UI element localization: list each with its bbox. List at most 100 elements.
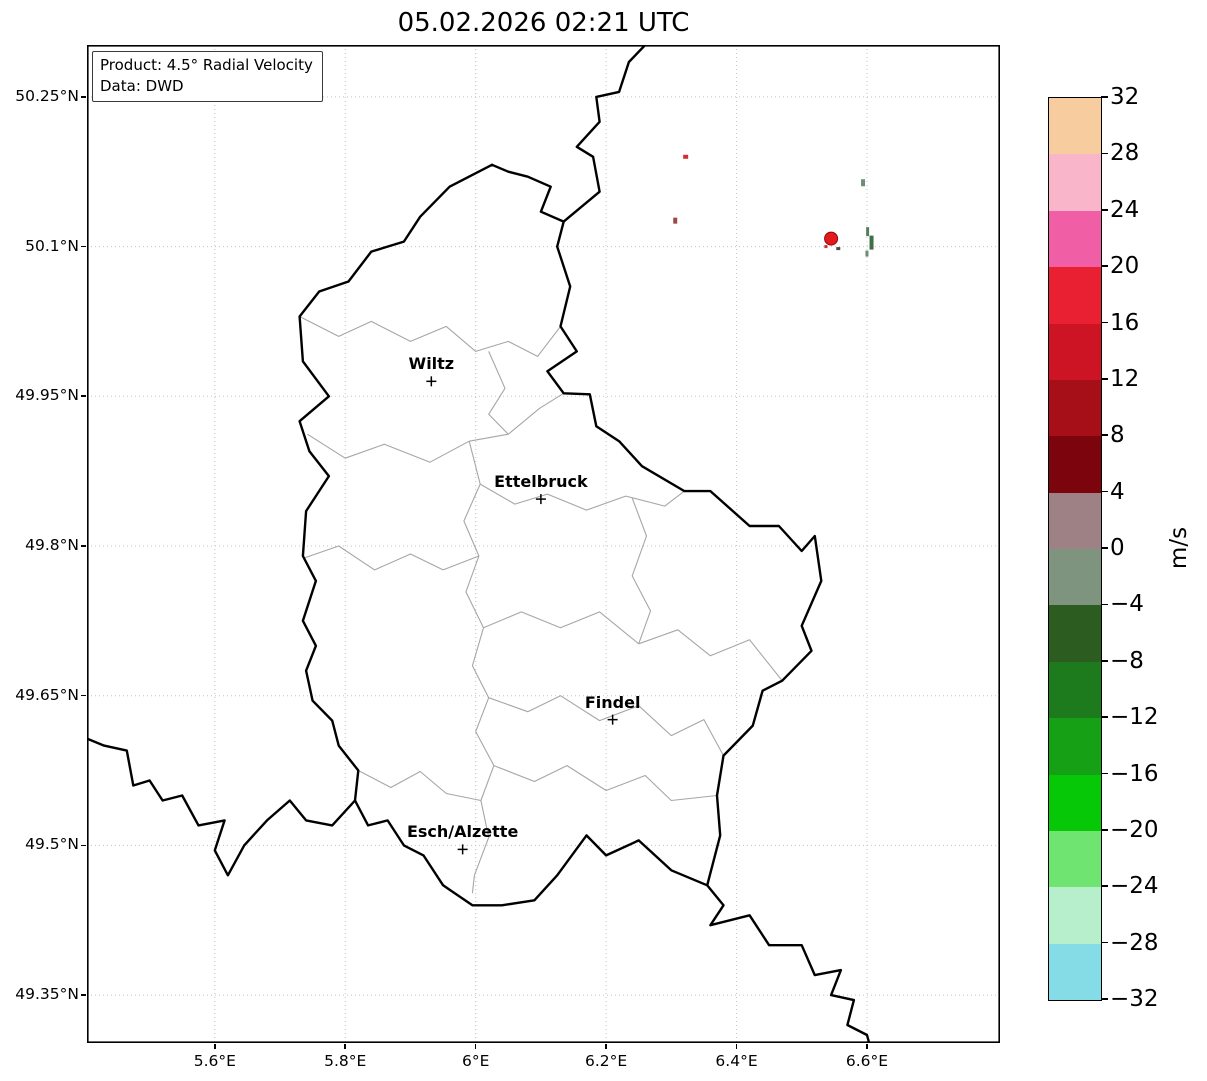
colorbar-tick-mark xyxy=(1101,941,1108,944)
colorbar-tick-label: 28 xyxy=(1110,140,1140,167)
y-tick-mark xyxy=(81,844,86,847)
y-tick-mark xyxy=(81,395,86,398)
colorbar-band xyxy=(1049,943,1101,1000)
colorbar-tick-mark xyxy=(1101,772,1108,775)
y-tick-label: 49.35°N xyxy=(15,985,79,1004)
colorbar-band xyxy=(1049,379,1101,437)
region-border-path xyxy=(483,611,783,682)
x-tick-label: 6.2°E xyxy=(584,1052,628,1070)
colorbar-tick-mark xyxy=(1101,716,1108,718)
radar-echo xyxy=(866,227,870,237)
colorbar-tick-label: −4 xyxy=(1110,591,1144,618)
colorbar-tick-label: −8 xyxy=(1110,647,1144,674)
colorbar-tick-mark xyxy=(1101,998,1108,1000)
region-border-path xyxy=(479,483,685,511)
y-tick-label: 50.1°N xyxy=(25,236,79,255)
city-label: Ettelbruck xyxy=(494,472,588,492)
colorbar-band xyxy=(1049,887,1101,944)
region-border-path xyxy=(463,441,495,894)
colorbar-tick-mark xyxy=(1101,490,1108,493)
product-label: Product: 4.5° Radial Velocity xyxy=(100,56,313,74)
radar-echo xyxy=(673,217,678,224)
region-border-path xyxy=(307,392,564,463)
y-tick-label: 49.8°N xyxy=(25,535,79,554)
radar-echo xyxy=(865,250,869,257)
map-plot-area xyxy=(87,45,1000,1043)
colorbar-tick-label: 24 xyxy=(1110,196,1140,223)
colorbar-tick-mark xyxy=(1101,378,1108,380)
colorbar-tick-label: −12 xyxy=(1110,704,1159,731)
region-border-path xyxy=(631,497,652,644)
colorbar-band xyxy=(1049,774,1101,831)
colorbar-tick-mark xyxy=(1101,96,1108,98)
colorbar-band xyxy=(1049,830,1101,888)
colorbar-tick-mark xyxy=(1101,829,1108,831)
colorbar-tick-label: 8 xyxy=(1110,422,1125,449)
colorbar-tick-label: −32 xyxy=(1110,986,1159,1012)
city-label: Wiltz xyxy=(408,354,455,374)
colorbar-tick-mark xyxy=(1101,547,1108,549)
country-border-path xyxy=(706,884,871,1043)
country-border-path xyxy=(298,163,823,907)
y-tick-mark xyxy=(81,694,86,697)
colorbar-tick-label: 16 xyxy=(1110,309,1140,336)
country-border-path xyxy=(562,45,647,223)
colorbar-band xyxy=(1049,436,1101,493)
colorbar-tick-mark xyxy=(1101,659,1108,662)
colorbar-band xyxy=(1049,605,1101,662)
colorbar-band xyxy=(1049,323,1101,380)
colorbar-band xyxy=(1049,492,1101,549)
colorbar-band xyxy=(1049,267,1101,324)
colorbar-tick-mark xyxy=(1101,208,1108,211)
velocity-colorbar xyxy=(1048,97,1102,1001)
colorbar-tick-mark xyxy=(1101,265,1108,267)
y-tick-label: 49.65°N xyxy=(15,685,79,704)
colorbar-tick-label: 20 xyxy=(1110,253,1140,280)
region-border-path xyxy=(488,695,724,756)
colorbar-tick-label: −16 xyxy=(1110,760,1159,787)
plot-frame xyxy=(87,45,1000,1043)
city-label: Esch/Alzette xyxy=(406,822,519,842)
x-tick-mark xyxy=(214,1044,216,1049)
colorbar-band xyxy=(1049,210,1101,268)
y-tick-mark xyxy=(81,545,86,547)
x-tick-label: 6.6°E xyxy=(845,1052,889,1070)
y-tick-label: 49.5°N xyxy=(25,835,79,854)
x-tick-label: 5.8°E xyxy=(324,1052,367,1070)
y-tick-mark xyxy=(81,994,86,996)
colorbar-tick-mark xyxy=(1101,885,1108,888)
colorbar-tick-mark xyxy=(1101,603,1108,606)
radar-echo xyxy=(683,154,689,159)
x-tick-label: 6.4°E xyxy=(715,1052,758,1070)
colorbar-band xyxy=(1049,718,1101,775)
colorbar-tick-mark xyxy=(1101,152,1108,155)
x-tick-mark xyxy=(866,1044,868,1049)
y-tick-label: 50.25°N xyxy=(15,86,79,105)
x-tick-label: 6°E xyxy=(461,1052,490,1070)
y-tick-label: 49.95°N xyxy=(15,386,79,405)
city-label: Findel xyxy=(584,692,641,712)
x-tick-label: 5.6°E xyxy=(193,1052,236,1070)
y-tick-mark xyxy=(81,245,86,248)
region-border-path xyxy=(488,351,509,435)
region-border-path xyxy=(299,316,561,357)
colorbar-band xyxy=(1049,98,1101,155)
colorbar-tick-label: −20 xyxy=(1110,816,1159,843)
colorbar-band xyxy=(1049,661,1101,719)
colorbar-tick-label: −24 xyxy=(1110,873,1159,900)
data-source-label: Data: DWD xyxy=(100,77,184,95)
radar-echo xyxy=(861,179,866,187)
colorbar-tick-label: −28 xyxy=(1110,929,1159,956)
colorbar-tick-label: 4 xyxy=(1110,478,1125,505)
colorbar-tick-label: 12 xyxy=(1110,365,1140,392)
colorbar-band xyxy=(1049,549,1101,606)
figure-title: 05.02.2026 02:21 UTC xyxy=(397,8,690,38)
radar-echo xyxy=(869,235,874,250)
colorbar-band xyxy=(1049,154,1101,211)
colorbar-tick-mark xyxy=(1101,434,1108,437)
product-annotation-box: Product: 4.5° Radial Velocity Data: DWD xyxy=(92,51,323,102)
colorbar-tick-label: 32 xyxy=(1110,84,1140,110)
region-border-path xyxy=(493,765,718,802)
region-border-path xyxy=(358,770,482,802)
